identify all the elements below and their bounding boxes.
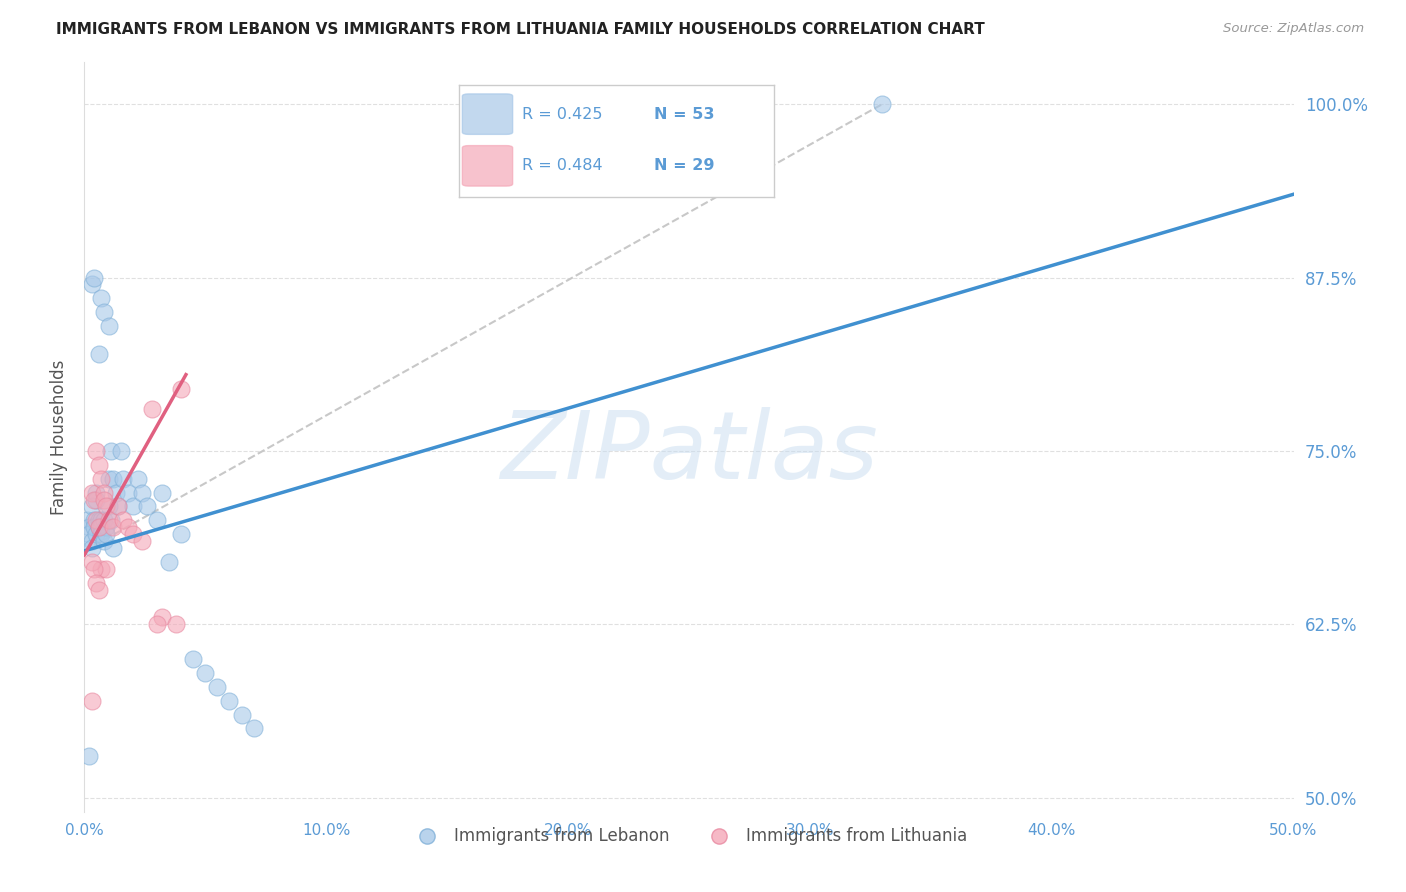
Point [150, 610, 173, 624]
Point [94, 520, 117, 534]
Point [90, 472, 112, 486]
Point [93, 492, 115, 507]
Point [80, 277, 103, 292]
Point [103, 520, 125, 534]
Point [97, 513, 120, 527]
Point [146, 513, 169, 527]
Point [141, 402, 163, 417]
Point [86, 513, 108, 527]
Point [97, 472, 120, 486]
Point [103, 541, 125, 555]
Point [127, 472, 149, 486]
Point [94, 500, 117, 514]
Point [181, 652, 204, 666]
Point [87, 520, 110, 534]
Point [93, 485, 115, 500]
Point [83, 492, 105, 507]
Point [117, 520, 139, 534]
Point [131, 534, 153, 549]
Point [104, 485, 127, 500]
Point [90, 291, 112, 305]
Point [83, 562, 105, 576]
Point [110, 444, 132, 458]
Legend: Immigrants from Lebanon, Immigrants from Lithuania: Immigrants from Lebanon, Immigrants from… [404, 821, 974, 852]
Point [157, 555, 180, 569]
Point [83, 270, 105, 285]
Point [90, 520, 112, 534]
Point [107, 500, 129, 514]
Point [150, 485, 173, 500]
Point [90, 513, 112, 527]
Point [136, 500, 159, 514]
Point [86, 527, 108, 541]
Point [121, 500, 143, 514]
Point [94, 562, 117, 576]
Point [100, 444, 122, 458]
Point [76, 513, 98, 527]
Point [97, 500, 120, 514]
Point [131, 485, 153, 500]
Text: Source: ZipAtlas.com: Source: ZipAtlas.com [1223, 22, 1364, 36]
Point [194, 665, 217, 680]
Point [77, 527, 100, 541]
Point [80, 485, 103, 500]
Point [77, 749, 100, 764]
Point [87, 513, 110, 527]
Y-axis label: Family Households: Family Households [51, 359, 69, 515]
Point [87, 582, 110, 597]
Text: ZIPatlas: ZIPatlas [501, 407, 877, 498]
Point [242, 722, 264, 736]
Point [86, 575, 108, 590]
Point [83, 513, 105, 527]
Point [87, 458, 110, 472]
Point [207, 680, 229, 694]
Point [87, 347, 110, 361]
Point [218, 694, 240, 708]
Point [112, 472, 135, 486]
Point [94, 527, 117, 541]
Point [117, 485, 139, 500]
Point [86, 492, 108, 507]
Point [872, 97, 894, 112]
Point [90, 562, 112, 576]
Point [112, 513, 135, 527]
Point [93, 513, 115, 527]
Point [231, 707, 253, 722]
Point [170, 527, 193, 541]
Point [87, 520, 110, 534]
Point [80, 555, 103, 569]
Point [170, 382, 193, 396]
Point [80, 694, 103, 708]
Point [97, 319, 120, 334]
Point [100, 513, 122, 527]
Point [80, 534, 103, 549]
Point [90, 527, 112, 541]
Point [86, 485, 108, 500]
Point [80, 500, 103, 514]
Point [80, 541, 103, 555]
Point [107, 500, 129, 514]
Point [103, 472, 125, 486]
Point [86, 444, 108, 458]
Point [77, 520, 100, 534]
Text: IMMIGRANTS FROM LEBANON VS IMMIGRANTS FROM LITHUANIA FAMILY HOUSEHOLDS CORRELATI: IMMIGRANTS FROM LEBANON VS IMMIGRANTS FR… [56, 22, 986, 37]
Point [165, 617, 187, 632]
Point [93, 305, 115, 319]
Point [121, 527, 143, 541]
Point [146, 617, 169, 632]
Point [93, 534, 115, 549]
Point [83, 520, 105, 534]
